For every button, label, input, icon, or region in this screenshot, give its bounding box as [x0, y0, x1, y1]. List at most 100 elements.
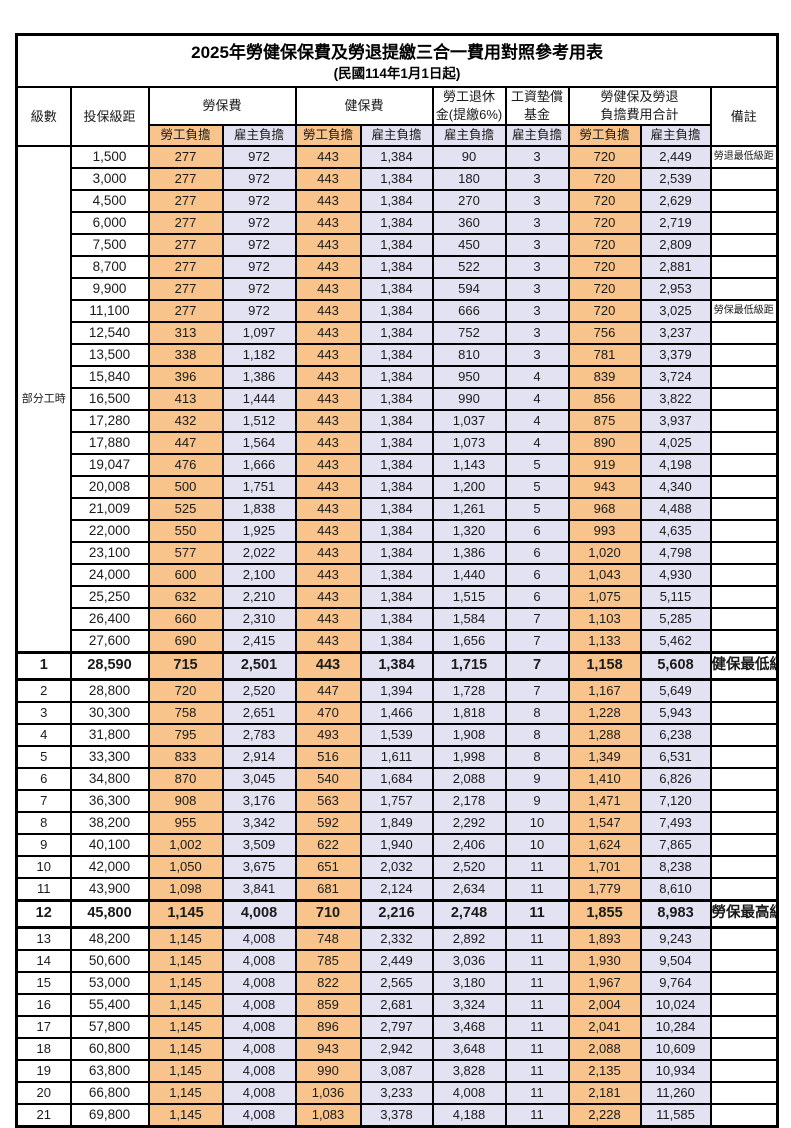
table-row: 5 33,300 833 2,914 516 1,611 1,998 8 1,349 6,531	[15, 745, 779, 769]
cell-value: 1,384	[359, 585, 434, 609]
cell-value: 810	[431, 343, 507, 367]
cell-value: 2,041	[567, 1015, 642, 1039]
cell-value: 500	[147, 475, 224, 499]
cell-value: 870	[147, 767, 224, 791]
cell-value: 90	[431, 145, 507, 169]
table-row: 23,100 577 2,022 443 1,384 1,386 6 1,020 4,798	[17, 541, 779, 565]
cell-value: 5	[504, 475, 570, 499]
cell-value: 1,133	[567, 629, 642, 654]
cell-value: 6	[504, 563, 570, 587]
table-row: 14 50,600 1,145 4,008 785 2,449 3,036 11 1,930 9,…	[15, 949, 779, 973]
cell-value: 277	[147, 145, 224, 169]
cell-value: 11	[504, 1037, 570, 1061]
cell-value: 2,565	[359, 971, 434, 995]
cell-value: 972	[221, 299, 297, 323]
cell-bracket: 12,540	[69, 321, 150, 345]
table-row: 2 28,800 720 2,520 447 1,394 1,728 7 1,167 5,649	[15, 678, 779, 703]
subheader-total-employer: 雇主負擔	[639, 124, 712, 147]
cell-value: 968	[567, 497, 642, 521]
cell-value: 748	[294, 926, 362, 951]
cell-value: 758	[147, 701, 224, 725]
cell-value: 833	[147, 745, 224, 769]
cell-value: 443	[294, 145, 362, 169]
cell-value: 11	[504, 1015, 570, 1039]
cell-value: 785	[294, 949, 362, 973]
cell-remark	[709, 971, 779, 995]
cell-value: 3,025	[639, 299, 712, 323]
cell-value: 2,634	[431, 877, 507, 902]
cell-remark	[709, 745, 779, 769]
cell-value: 4,008	[221, 1037, 297, 1061]
cell-value: 5	[504, 497, 570, 521]
cell-value: 1,715	[431, 651, 507, 681]
cell-value: 277	[147, 189, 224, 213]
table-row: 25,250 632 2,210 443 1,384 1,515 6 1,075 5,115	[17, 585, 779, 609]
cell-value: 5,115	[639, 585, 712, 609]
cell-value: 396	[147, 365, 224, 389]
cell-value: 277	[147, 299, 224, 323]
cell-bracket: 26,400	[69, 607, 150, 631]
col-header-bracket: 投保級距	[69, 86, 150, 147]
table-row: 24,000 600 2,100 443 1,384 1,440 6 1,043 4,930	[17, 563, 779, 587]
cell-value: 1,020	[567, 541, 642, 565]
cell-value: 3,509	[221, 833, 297, 857]
cell-bracket: 36,300	[69, 789, 150, 813]
table-row: 20 66,800 1,145 4,008 1,036 3,233 4,008 11 2,181…	[15, 1081, 779, 1105]
cell-remark	[709, 833, 779, 857]
cell-remark	[709, 629, 779, 654]
cell-value: 6	[504, 541, 570, 565]
cell-bracket: 33,300	[69, 745, 150, 769]
cell-value: 4,188	[431, 1103, 507, 1128]
cell-value: 1,384	[359, 145, 434, 169]
cell-level: 7	[15, 789, 72, 813]
cell-value: 6	[504, 519, 570, 543]
cell-value: 2,881	[639, 255, 712, 279]
col-header-pension: 勞工退休 金(提繳6%)	[431, 86, 507, 126]
cell-bracket: 45,800	[69, 899, 150, 929]
cell-bracket: 34,800	[69, 767, 150, 791]
cell-value: 1,855	[567, 899, 642, 929]
cell-value: 1,384	[359, 233, 434, 257]
cell-value: 3,937	[639, 409, 712, 433]
cell-remark	[709, 497, 779, 521]
cell-value: 972	[221, 167, 297, 191]
table-row: 1 28,590 715 2,501 443 1,384 1,715 7 1,158 5,608 健…	[15, 651, 779, 681]
cell-bracket: 63,800	[69, 1059, 150, 1083]
cell-value: 4,008	[221, 1015, 297, 1039]
cell-remark	[709, 585, 779, 609]
cell-bracket: 13,500	[69, 343, 150, 367]
cell-value: 720	[567, 189, 642, 213]
cell-value: 6,531	[639, 745, 712, 769]
cell-bracket: 50,600	[69, 949, 150, 973]
cell-value: 1,261	[431, 497, 507, 521]
cell-level: 5	[15, 745, 72, 769]
cell-level: 3	[15, 701, 72, 725]
cell-value: 3,724	[639, 365, 712, 389]
cell-remark	[709, 1037, 779, 1061]
table-row: 19 63,800 1,145 4,008 990 3,087 3,828 11 2,135 10…	[15, 1059, 779, 1083]
cell-remark	[709, 387, 779, 411]
cell-value: 360	[431, 211, 507, 235]
cell-value: 1,656	[431, 629, 507, 654]
subheader-health-employee: 勞工負擔	[294, 124, 362, 147]
cell-value: 1,384	[359, 453, 434, 477]
cell-value: 972	[221, 277, 297, 301]
cell-value: 443	[294, 211, 362, 235]
cell-remark	[709, 949, 779, 973]
cell-value: 4,798	[639, 541, 712, 565]
table-row: 27,600 690 2,415 443 1,384 1,656 7 1,133 5,462	[17, 629, 779, 654]
cell-value: 3,237	[639, 321, 712, 345]
pension-label-line2: 金(提繳6%)	[435, 107, 503, 122]
subheader-wage-fund-employer: 雇主負擔	[504, 124, 570, 147]
cell-value: 7,120	[639, 789, 712, 813]
cell-value: 1,145	[147, 1103, 224, 1128]
cell-value: 5,462	[639, 629, 712, 654]
title-row: 2025年勞健保保費及勞退提繳三合一費用對照參考用表 (民國114年1月1日起)	[15, 33, 779, 88]
cell-value: 5,649	[639, 678, 712, 703]
cell-value: 720	[567, 255, 642, 279]
cell-value: 1,384	[359, 167, 434, 191]
cell-remark	[709, 993, 779, 1017]
cell-value: 4,635	[639, 519, 712, 543]
col-header-health-insurance: 健保費	[294, 86, 434, 126]
cell-value: 11	[504, 926, 570, 951]
